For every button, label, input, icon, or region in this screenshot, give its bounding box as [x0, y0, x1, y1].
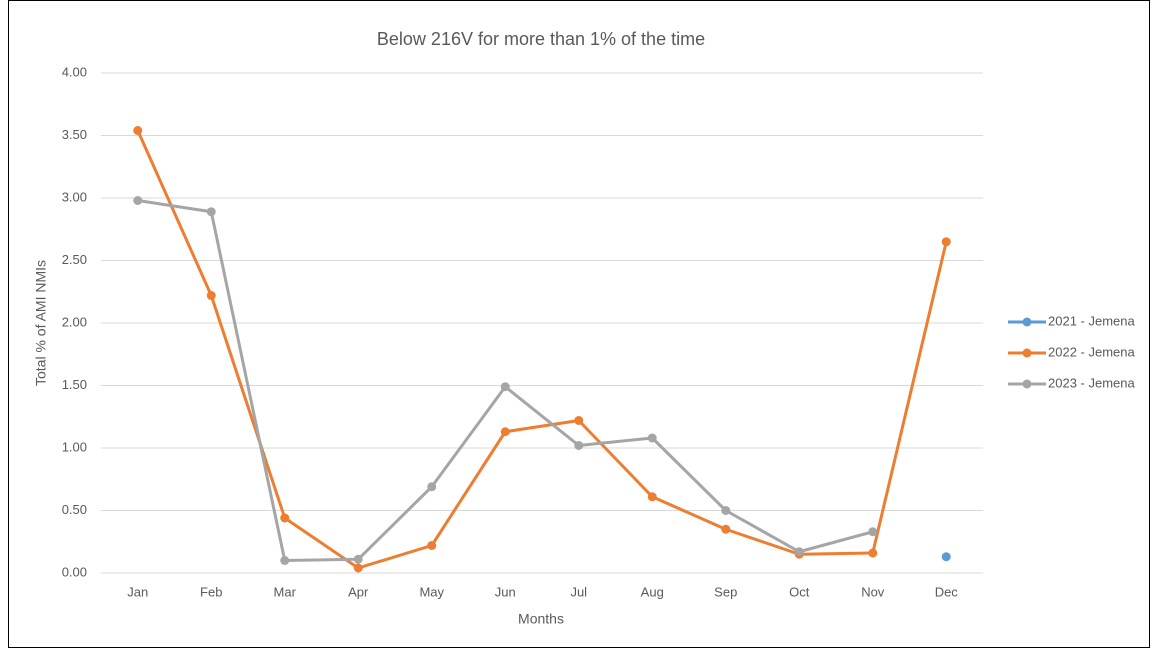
data-point [133, 196, 143, 205]
x-tick-label: Feb [200, 584, 222, 599]
data-point [941, 237, 951, 247]
x-axis-title: Months [518, 611, 564, 627]
y-tick-label: 1.00 [62, 439, 87, 454]
data-point [206, 291, 216, 300]
y-tick-label: 3.50 [62, 127, 87, 142]
legend-label: 2021 - Jemena [1048, 313, 1135, 328]
y-tick-label: 2.00 [62, 314, 87, 329]
chart-frame [8, 0, 1150, 648]
x-tick-label: Sep [714, 584, 737, 599]
y-tick-label: 0.50 [62, 502, 87, 517]
x-tick-label: Oct [789, 584, 810, 599]
data-point [868, 548, 878, 558]
data-point [868, 527, 878, 537]
x-tick-label: Nov [861, 584, 885, 599]
y-tick-label: 0.00 [62, 564, 87, 579]
data-point [574, 416, 584, 425]
data-point [427, 541, 437, 550]
x-tick-label: Jan [127, 584, 148, 599]
y-axis-title: Total % of AMI NMIs [33, 260, 49, 386]
data-point [133, 126, 143, 135]
y-tick-label: 1.50 [62, 377, 87, 392]
data-point [941, 552, 951, 562]
data-point [647, 433, 657, 443]
series-line [136, 129, 948, 570]
data-point [794, 547, 804, 557]
x-tick-label: Apr [348, 584, 369, 599]
data-point [280, 556, 290, 565]
data-point [574, 441, 584, 450]
data-point [500, 427, 510, 437]
data-point [721, 506, 731, 515]
legend-swatch-marker [1022, 317, 1032, 327]
data-point [353, 554, 363, 564]
data-point [427, 482, 437, 492]
data-point [647, 492, 657, 502]
x-tick-label: Mar [274, 584, 297, 599]
legend-swatch-marker [1022, 379, 1032, 389]
data-point [353, 563, 363, 573]
x-tick-label: Aug [641, 584, 664, 599]
x-tick-label: Jun [495, 584, 516, 599]
y-tick-label: 4.00 [62, 64, 87, 79]
data-point [721, 524, 731, 534]
y-tick-label: 2.50 [62, 252, 87, 267]
x-tick-label: May [419, 584, 444, 599]
legend-label: 2022 - Jemena [1048, 344, 1135, 359]
legend-swatch-marker [1022, 348, 1032, 358]
legend-label: 2023 - Jemena [1048, 375, 1135, 390]
chart-title: Below 216V for more than 1% of the time [377, 29, 705, 49]
x-tick-label: Dec [935, 584, 959, 599]
data-point [280, 513, 290, 523]
data-point [500, 382, 510, 392]
x-tick-label: Jul [570, 584, 587, 599]
y-tick-label: 3.00 [62, 189, 87, 204]
data-point [206, 207, 216, 217]
